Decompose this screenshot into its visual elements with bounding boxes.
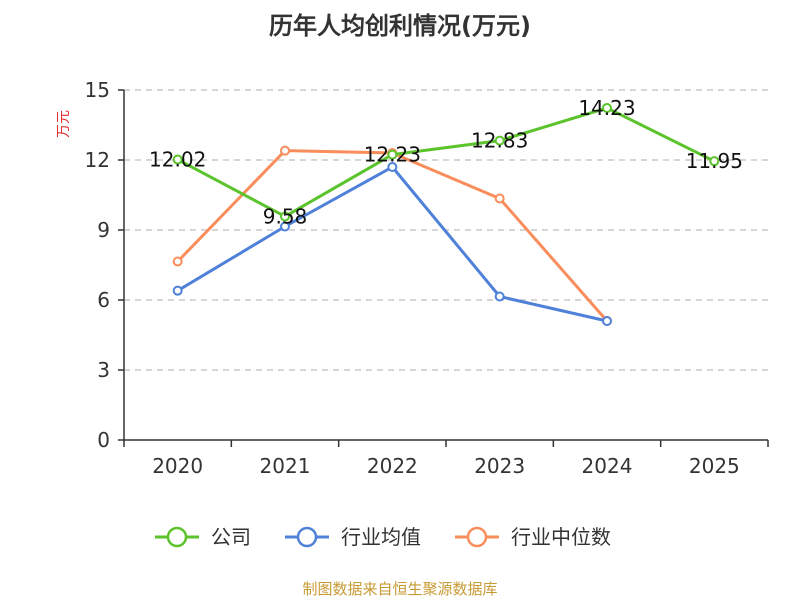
data-point-s2-0 bbox=[172, 256, 183, 267]
data-label-2025: 11.95 bbox=[686, 149, 743, 173]
legend-marker bbox=[166, 526, 188, 548]
y-axis-unit-label: 万元 bbox=[56, 110, 72, 138]
data-label-2023: 12.83 bbox=[471, 129, 528, 153]
x-tick-label-2023: 2023 bbox=[474, 454, 525, 478]
data-point-s0-3 bbox=[494, 135, 505, 146]
x-tick-label-2024: 2024 bbox=[582, 454, 633, 478]
legend-marker bbox=[466, 526, 488, 548]
data-label-2020: 12.02 bbox=[149, 148, 206, 172]
y-tick-label: 0 bbox=[97, 428, 110, 452]
data-label-2022: 12.23 bbox=[364, 143, 421, 167]
data-label-2024: 14.23 bbox=[578, 96, 635, 120]
legend-label: 公司 bbox=[211, 525, 251, 549]
data-labels: 12.02 9.58 12.23 12.83 14.23 11.95 bbox=[149, 96, 743, 228]
y-tick-label: 12 bbox=[85, 148, 110, 172]
x-tick-label-2022: 2022 bbox=[367, 454, 418, 478]
data-label-2021: 9.58 bbox=[263, 204, 308, 228]
y-tick-label: 3 bbox=[97, 358, 110, 382]
data-point-s0-2 bbox=[387, 149, 398, 160]
y-tick-label: 9 bbox=[97, 218, 110, 242]
series-line-2 bbox=[176, 149, 609, 322]
data-point-s2-3 bbox=[494, 193, 505, 204]
legend-label: 行业均值 bbox=[341, 525, 421, 549]
legend-item-1[interactable]: 行业均值 bbox=[285, 525, 421, 549]
data-point-s0-4 bbox=[602, 102, 612, 113]
data-point-s2-1 bbox=[280, 145, 290, 156]
x-tick-label-2020: 2020 bbox=[152, 454, 203, 478]
chart-title: 历年人均创利情况(万元) bbox=[269, 12, 531, 40]
data-point-s0-1 bbox=[280, 211, 290, 222]
legend-marker bbox=[296, 526, 318, 548]
data-point-s1-2 bbox=[387, 162, 398, 172]
legend-item-0[interactable]: 公司 bbox=[155, 525, 251, 549]
legend-item-2[interactable]: 行业中位数 bbox=[455, 525, 611, 549]
source-footer: 制图数据来自恒生聚源数据库 bbox=[302, 580, 498, 598]
data-point-s1-0 bbox=[172, 285, 183, 296]
x-tick-label-2025: 2025 bbox=[689, 454, 740, 478]
data-point-s0-5 bbox=[709, 156, 720, 167]
data-point-s1-4 bbox=[602, 316, 612, 326]
axes: 0 3 6 9 12 15 2020 2021 2022 2023 2024 2025 bbox=[85, 78, 769, 478]
x-tick-label-2021: 2021 bbox=[260, 454, 311, 478]
y-tick-label: 6 bbox=[97, 288, 110, 312]
y-tick-label: 15 bbox=[85, 78, 110, 102]
data-point-s0-0 bbox=[172, 154, 183, 165]
legend-label: 行业中位数 bbox=[511, 525, 611, 549]
legend[interactable]: 公司 行业均值 行业中位数 bbox=[155, 525, 611, 549]
series-line-1 bbox=[176, 165, 608, 323]
data-point-s1-3 bbox=[494, 291, 505, 302]
series-group bbox=[172, 102, 720, 326]
data-point-s1-1 bbox=[280, 221, 290, 232]
series-line-0 bbox=[176, 106, 715, 218]
